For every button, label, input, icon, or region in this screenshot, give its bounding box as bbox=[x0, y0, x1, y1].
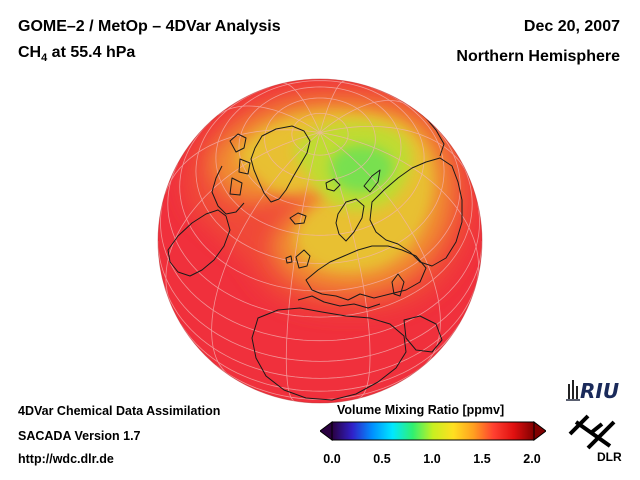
coast-uk bbox=[285, 249, 311, 269]
coast-mediterranean bbox=[297, 295, 381, 309]
graticule-line bbox=[319, 126, 469, 176]
coast-africa bbox=[251, 307, 407, 401]
graticule-line bbox=[167, 163, 473, 318]
graticule-line bbox=[319, 132, 479, 285]
graticule-line bbox=[211, 132, 321, 375]
colorbar-tick-label: 2.0 bbox=[523, 452, 541, 466]
graticule-line bbox=[163, 284, 477, 379]
version-label: SACADA Version 1.7 bbox=[18, 429, 141, 443]
region-label: Northern Hemisphere bbox=[456, 48, 620, 65]
species-name: CH bbox=[18, 44, 42, 61]
graticule bbox=[158, 80, 482, 402]
riu-logo-mark bbox=[568, 384, 570, 400]
graticule-line bbox=[195, 86, 445, 264]
map-title: GOME–2 / MetOp – 4DVar Analysis bbox=[18, 18, 281, 35]
coast-novaya-zemlya bbox=[363, 169, 381, 193]
coast-caspian bbox=[391, 273, 405, 297]
field-maximum bbox=[330, 145, 394, 193]
colorbar-tick-label: 0.0 bbox=[323, 452, 341, 466]
dlr-logo bbox=[568, 414, 616, 450]
graticule-line bbox=[319, 132, 371, 399]
colorbar-title: Volume Mixing Ratio [ppmv] bbox=[337, 403, 505, 417]
coastlines bbox=[167, 107, 463, 401]
graticule-line bbox=[179, 120, 461, 292]
graticule-line bbox=[164, 129, 321, 195]
pressure-level: at 55.4 hPa bbox=[47, 44, 136, 61]
graticule-line bbox=[158, 240, 482, 362]
colorbar-min-arrow bbox=[320, 421, 333, 441]
species-level-label: CH4 at 55.4 hPa bbox=[18, 44, 135, 64]
analysis-date: Dec 20, 2007 bbox=[523, 18, 620, 35]
graticule-line bbox=[319, 80, 345, 133]
colorbar-gradient bbox=[331, 421, 535, 441]
coast-north-america bbox=[167, 209, 231, 277]
graticule-line bbox=[217, 105, 321, 133]
graticule-line bbox=[180, 323, 460, 392]
colorbar-max-arrow bbox=[533, 421, 546, 441]
graticule-line bbox=[319, 132, 441, 366]
graticule-line bbox=[319, 100, 411, 133]
graticule-line bbox=[165, 132, 321, 304]
graticule-line bbox=[282, 82, 321, 133]
system-name: 4DVar Chemical Data Assimilation bbox=[18, 404, 221, 418]
colorbar-tick-label: 1.5 bbox=[473, 452, 491, 466]
coast-siberia bbox=[369, 157, 463, 267]
graticule-line bbox=[285, 132, 321, 402]
coast-scandinavia bbox=[335, 198, 365, 242]
globe-rim bbox=[157, 78, 483, 404]
colorbar bbox=[320, 421, 546, 441]
graticule-line bbox=[160, 203, 480, 342]
coast-greenland bbox=[250, 125, 311, 203]
dlr-logo-text: DLR bbox=[597, 450, 622, 464]
species-subscript: 4 bbox=[41, 52, 48, 65]
coast-iceland bbox=[289, 212, 307, 225]
website-url: http://wdc.dlr.de bbox=[18, 452, 114, 466]
coast-canada-arctic bbox=[211, 133, 251, 215]
colorbar-tick-label: 0.5 bbox=[373, 452, 391, 466]
coast-svalbard bbox=[325, 178, 341, 192]
riu-logo: RIU bbox=[566, 379, 619, 403]
riu-logo-text: RIU bbox=[580, 379, 619, 403]
coast-europe bbox=[305, 245, 427, 301]
coast-arabia bbox=[403, 315, 443, 353]
colorbar-tick-label: 1.0 bbox=[423, 452, 441, 466]
